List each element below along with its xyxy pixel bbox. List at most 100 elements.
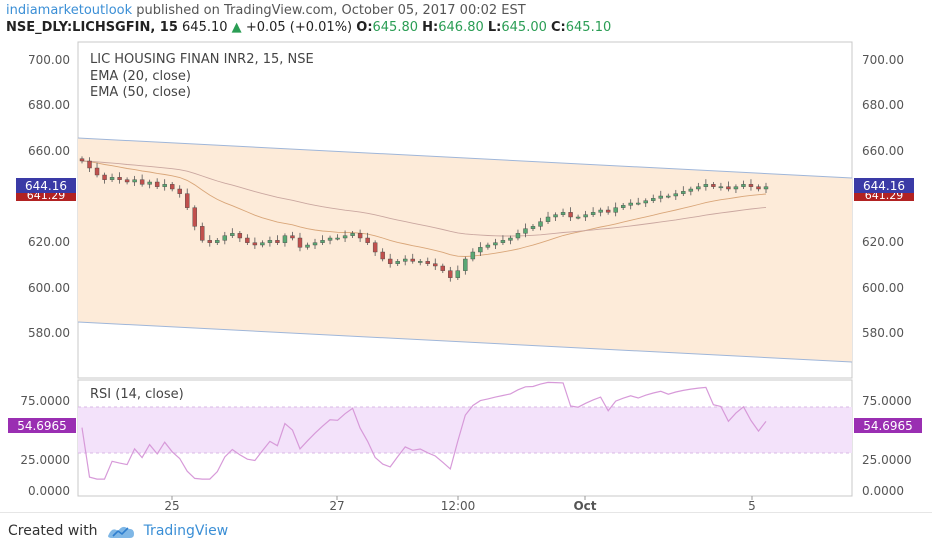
symbol-name: NSE_DLY:LICHSGFIN, 15 [6,20,178,35]
candle-body [79,158,85,162]
candle-body [628,202,633,206]
candle-body [448,270,453,278]
candle-body [177,188,182,194]
right-price-badge-text: 644.16 [863,179,905,193]
candle-body [230,233,235,236]
low-value: 645.00 [501,20,547,35]
candle-body [245,237,250,243]
author-link[interactable]: indiamarketoutlook [6,3,133,18]
ema-lines [81,160,767,257]
legend-ema20: EMA (20, close) [90,69,191,84]
candle-body [185,193,190,208]
left-tick-660: 660.00 [28,144,70,158]
right-tick-620: 620.00 [862,235,904,249]
tradingview-brand-link[interactable]: TradingView [143,523,229,539]
symbol-bar: NSE_DLY:LICHSGFIN, 15 645.10 ▲ +0.05 (+0… [6,19,611,36]
chart-area[interactable]: LIC HOUSING FINAN INR2, 15, NSE EMA (20,… [0,0,932,512]
candle-body [440,265,445,271]
ema-50-line [81,160,767,237]
candle-body [515,233,521,239]
candle-body [124,179,130,183]
channel-lower-line [77,321,853,363]
candle-body [425,261,430,264]
right-tick-680: 680.00 [862,98,904,112]
left-tick-600: 600.00 [28,281,70,295]
candle-body [711,184,716,187]
left-tick-700: 700.00 [28,53,70,67]
publish-info: published on TradingView.com, October 05… [132,3,526,18]
left-tick-620: 620.00 [28,235,70,249]
publish-header: indiamarketoutlook published on TradingV… [6,2,526,19]
candle-body [598,209,603,213]
candle-body [493,242,498,246]
candle-body [365,237,370,243]
x-label-1200: 12:00 [441,499,476,512]
candle-body [508,237,513,241]
candle-body [478,247,483,253]
rsi-left-badge [8,418,76,433]
rsi-right-badge-text: 54.6965 [863,419,913,433]
candle-body [395,261,400,264]
candle-body [530,226,536,229]
rsi-left-tick-0: 0.0000 [28,484,70,498]
left-tick-680: 680.00 [28,98,70,112]
candle-body [726,186,731,190]
candle-body [335,237,340,240]
x-label-25: 25 [164,499,179,512]
up-arrow-icon: ▲ [231,20,242,35]
candle-body [117,177,122,180]
candle-body [666,195,671,198]
candle-body [463,258,468,271]
candle-body [703,184,709,187]
candle-body [102,174,107,180]
candle-body [327,237,333,241]
rsi-right-tick-25: 25.0000 [862,453,912,467]
tradingview-logo-icon[interactable] [106,522,136,540]
candle-body [267,240,273,243]
candle-body [357,233,363,239]
high-label: H: [422,20,439,35]
candle-body [222,235,228,241]
candle-body [433,263,438,267]
ema-20-line [81,160,767,257]
candle-body [485,244,491,248]
low-label: L: [487,20,502,35]
candle-body [688,188,694,192]
candle-body [275,240,280,243]
candle-body [605,209,611,213]
rsi-right-badge [854,418,922,433]
candle-body [756,186,761,190]
candlesticks [79,156,769,282]
candle-body [237,233,243,239]
candle-body [260,242,265,246]
close-label: C: [551,20,566,35]
candle-body [252,242,258,246]
channel-upper-line [77,137,853,179]
candle-body [162,184,167,187]
candle-body [718,186,724,189]
candle-body [94,167,100,176]
right-tick-660: 660.00 [862,144,904,158]
candle-body [154,181,160,187]
legend-symbol: LIC HOUSING FINAN INR2, 15, NSE [90,52,314,67]
right-price-badge [854,178,914,193]
left-tick-580: 580.00 [28,326,70,340]
candle-body [651,198,656,201]
candle-body [305,244,310,248]
candle-body [312,242,318,246]
candle-body [139,179,145,185]
rsi-left-badge-text: 54.6965 [17,419,67,433]
candle-body [523,228,528,234]
legend-ema50: EMA (50, close) [90,85,191,100]
x-label-5: 5 [748,499,756,512]
candle-body [109,177,115,180]
candle-body [696,186,701,190]
footer-divider [0,512,932,513]
candle-body [673,193,679,197]
rsi-left-tick-75: 75.0000 [20,394,70,408]
candle-body [169,184,175,190]
footer: Created with TradingView [8,522,228,540]
rsi-left-tick-25: 25.0000 [20,453,70,467]
candle-body [380,251,385,260]
candle-body [147,181,152,185]
